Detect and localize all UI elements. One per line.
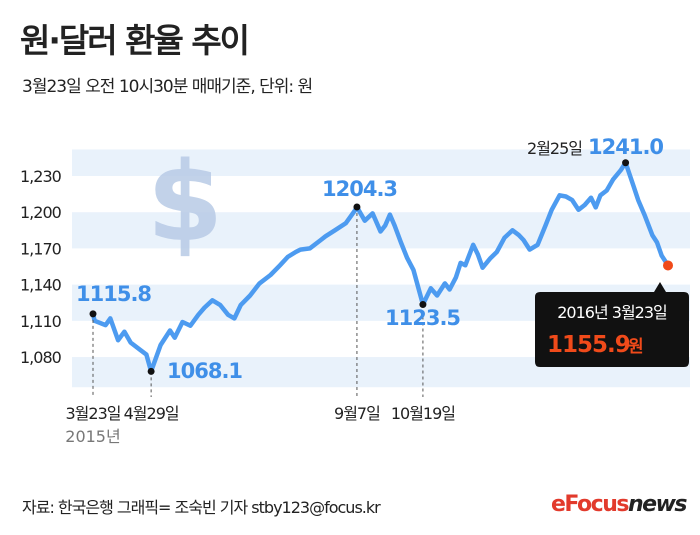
date-label: 10월19일 — [391, 404, 455, 423]
data-point-marker — [622, 159, 630, 167]
value-label: 1068.1 — [167, 359, 242, 383]
callout-date: 2016년 3월23일 — [557, 303, 667, 322]
logo-suffix: news — [627, 492, 688, 517]
callout-box — [535, 282, 689, 367]
callout-value: 1155.9 — [547, 332, 630, 358]
year-label: 2015년 — [65, 427, 120, 446]
callout-unit: 원 — [628, 337, 644, 357]
logo-mark: e — [551, 492, 566, 517]
data-point-marker — [353, 203, 361, 211]
date-label: 9월7일 — [334, 404, 380, 423]
exchange-rate-line — [90, 160, 671, 374]
date-label: 4월29일 — [124, 404, 179, 423]
y-tick-label: 1,230 — [20, 167, 62, 186]
value-label: 1115.8 — [76, 282, 151, 306]
date-label: 2월25일 — [527, 139, 582, 158]
chart-subtitle: 3월23일 오전 10시30분 매매기준, 단위: 원 — [22, 77, 313, 97]
y-tick-label: 1,140 — [20, 276, 62, 295]
dollar-icon: $ — [147, 138, 224, 266]
current-point-marker — [663, 260, 673, 271]
grid-band — [72, 149, 690, 176]
value-label: 1204.3 — [322, 177, 397, 201]
data-point-marker — [89, 310, 97, 318]
value-label: 1123.5 — [385, 306, 460, 330]
date-label: 3월23일 — [66, 404, 121, 423]
focus-news-logo: eFocusnews — [551, 492, 688, 517]
chart-title: 원·달러 환율 추이 — [20, 21, 250, 60]
logo-text: Focus — [564, 492, 629, 517]
y-tick-label: 1,080 — [20, 348, 62, 367]
data-point-marker — [147, 367, 155, 375]
y-tick-label: 1,200 — [20, 203, 62, 222]
value-label: 1241.0 — [588, 135, 663, 159]
source-credit: 자료: 한국은행 그래픽= 조숙빈 기자 stby123@focus.kr — [22, 498, 381, 517]
y-tick-label: 1,170 — [20, 239, 62, 258]
y-tick-label: 1,110 — [20, 312, 62, 331]
data-point-marker — [419, 301, 427, 309]
